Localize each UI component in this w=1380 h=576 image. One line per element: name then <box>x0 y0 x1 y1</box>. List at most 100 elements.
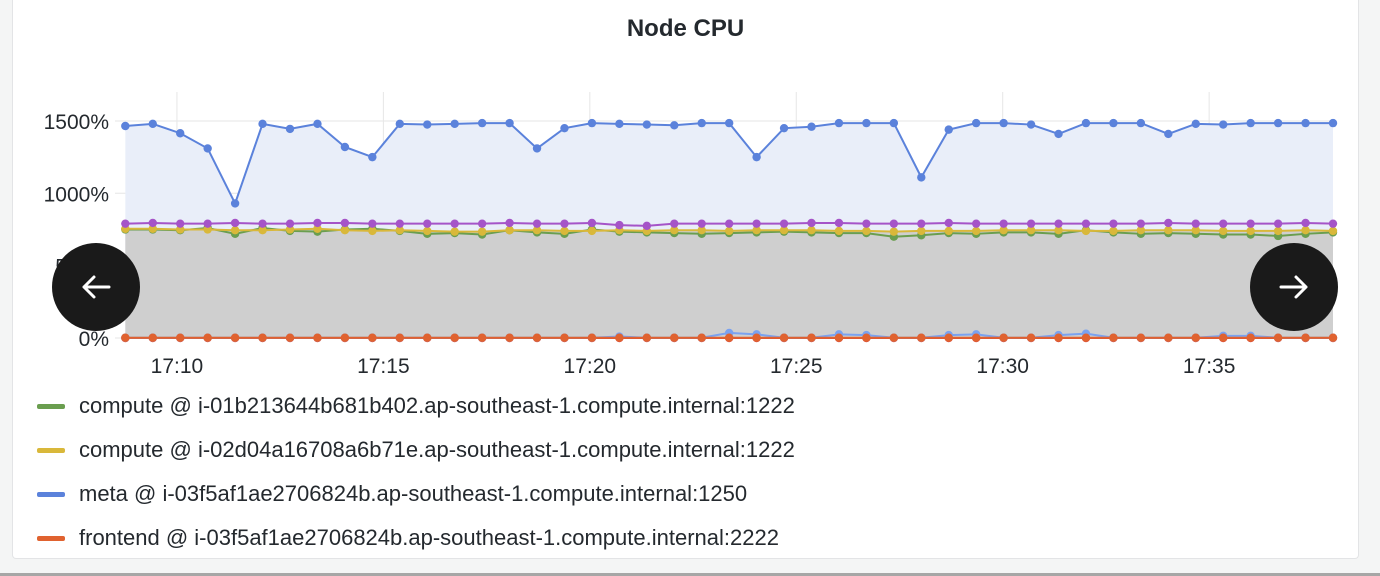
series-1-point <box>1054 225 1063 235</box>
series-2-point <box>1054 129 1063 139</box>
legend-item[interactable]: compute @ i-01b213644b681b402.ap-southea… <box>37 384 795 428</box>
series-4-point <box>1328 219 1338 228</box>
series-1-point <box>148 224 157 233</box>
series-1-point <box>340 225 350 235</box>
series-2-point <box>1109 118 1118 128</box>
series-2-point <box>395 119 404 129</box>
x-tick-label: 17:15 <box>357 355 410 378</box>
series-3-point <box>834 333 844 342</box>
series-2-point <box>477 118 487 128</box>
series-4-point <box>670 219 679 228</box>
series-2-point <box>807 122 816 131</box>
series-3-point <box>944 333 953 342</box>
series-3-point <box>779 333 789 342</box>
legend-item[interactable]: frontend @ i-03f5af1ae2706824b.ap-southe… <box>37 516 795 558</box>
series-3-point <box>862 333 871 342</box>
series-4-point <box>477 219 487 228</box>
series-2-point <box>230 199 240 208</box>
series-3-point <box>423 333 432 342</box>
compute-area <box>125 228 1334 338</box>
series-4-point <box>724 219 734 228</box>
series-4-point <box>560 219 569 228</box>
y-tick-label: 1500% <box>44 111 109 134</box>
series-4-point <box>1219 219 1228 228</box>
series-3-point <box>148 333 157 342</box>
series-3-point <box>917 333 926 342</box>
series-4-point <box>807 218 816 228</box>
series-3-point <box>505 333 514 342</box>
series-1-point <box>1219 226 1228 236</box>
series-2-point <box>1246 118 1255 128</box>
series-1-point <box>1246 226 1255 236</box>
series-3-point <box>203 333 212 342</box>
previous-button[interactable] <box>52 243 140 331</box>
series-2-point <box>587 118 597 128</box>
series-4-point <box>203 219 212 228</box>
series-2-point <box>532 144 542 153</box>
series-2-point <box>642 120 652 129</box>
series-1-point <box>670 225 679 235</box>
legend-item[interactable]: meta @ i-03f5af1ae2706824b.ap-southeast-… <box>37 472 795 516</box>
series-3-point <box>395 333 404 342</box>
series-4-point <box>862 219 871 228</box>
series-3-point <box>971 333 981 342</box>
series-3-point <box>1109 333 1118 342</box>
series-3-point <box>642 333 652 342</box>
series-2-point <box>615 119 624 129</box>
series-2-point <box>505 118 514 128</box>
series-3-point <box>889 333 899 342</box>
series-4-point <box>1026 219 1036 228</box>
series-3-point <box>724 333 734 342</box>
series-4-point <box>587 218 597 228</box>
series-4-point <box>917 219 926 228</box>
series-1-point <box>258 225 267 235</box>
series-3-point <box>1081 333 1091 342</box>
series-1-point <box>368 226 377 236</box>
series-4-point <box>258 219 267 228</box>
series-4-point <box>1246 219 1255 228</box>
series-4-point <box>1273 219 1283 228</box>
series-1-point <box>999 225 1008 235</box>
series-4-point <box>285 219 295 228</box>
x-tick-label: 17:10 <box>151 355 204 378</box>
series-3-point <box>1219 333 1228 342</box>
series-3-point <box>1301 333 1310 342</box>
series-4-point <box>889 219 899 228</box>
series-2-point <box>779 123 789 133</box>
series-1-point <box>477 227 487 236</box>
series-3-point <box>999 333 1008 342</box>
next-button[interactable] <box>1250 243 1338 331</box>
series-2-point <box>889 118 899 128</box>
x-tick-label: 17:30 <box>976 355 1029 378</box>
series-4-point <box>971 219 981 228</box>
series-1-point <box>862 226 871 236</box>
series-4-point <box>423 219 432 228</box>
series-1-point <box>724 226 734 236</box>
series-1-point <box>889 227 899 236</box>
series-3-point <box>532 333 542 342</box>
series-2-point <box>1136 118 1146 128</box>
series-2-point <box>697 118 706 128</box>
series-3-point <box>450 333 459 342</box>
series-2-point <box>203 144 212 153</box>
series-2-point <box>560 123 569 133</box>
series-3-point <box>340 333 350 342</box>
series-3-point <box>752 333 761 342</box>
node-cpu-chart: 0%500%1000%1500%17:1017:1517:2017:2517:3… <box>44 92 1338 378</box>
series-4-point <box>148 218 157 228</box>
chart-legend: compute @ i-01b213644b681b402.ap-southea… <box>37 384 795 558</box>
series-1-point <box>807 225 816 235</box>
series-4-point <box>176 219 185 228</box>
panel-title: Node CPU <box>626 15 745 42</box>
series-1-point <box>1081 226 1091 236</box>
series-4-point <box>1054 219 1063 228</box>
series-2-point <box>944 125 953 134</box>
y-tick-label: 1000% <box>44 183 109 206</box>
series-2-point <box>862 118 871 128</box>
series-1-point <box>779 225 789 235</box>
series-3-point <box>807 333 816 342</box>
legend-item[interactable]: compute @ i-02d04a16708a6b71e.ap-southea… <box>37 428 795 472</box>
series-1-point <box>1191 225 1200 235</box>
series-1-point <box>203 225 212 234</box>
series-4-point <box>1081 219 1091 228</box>
